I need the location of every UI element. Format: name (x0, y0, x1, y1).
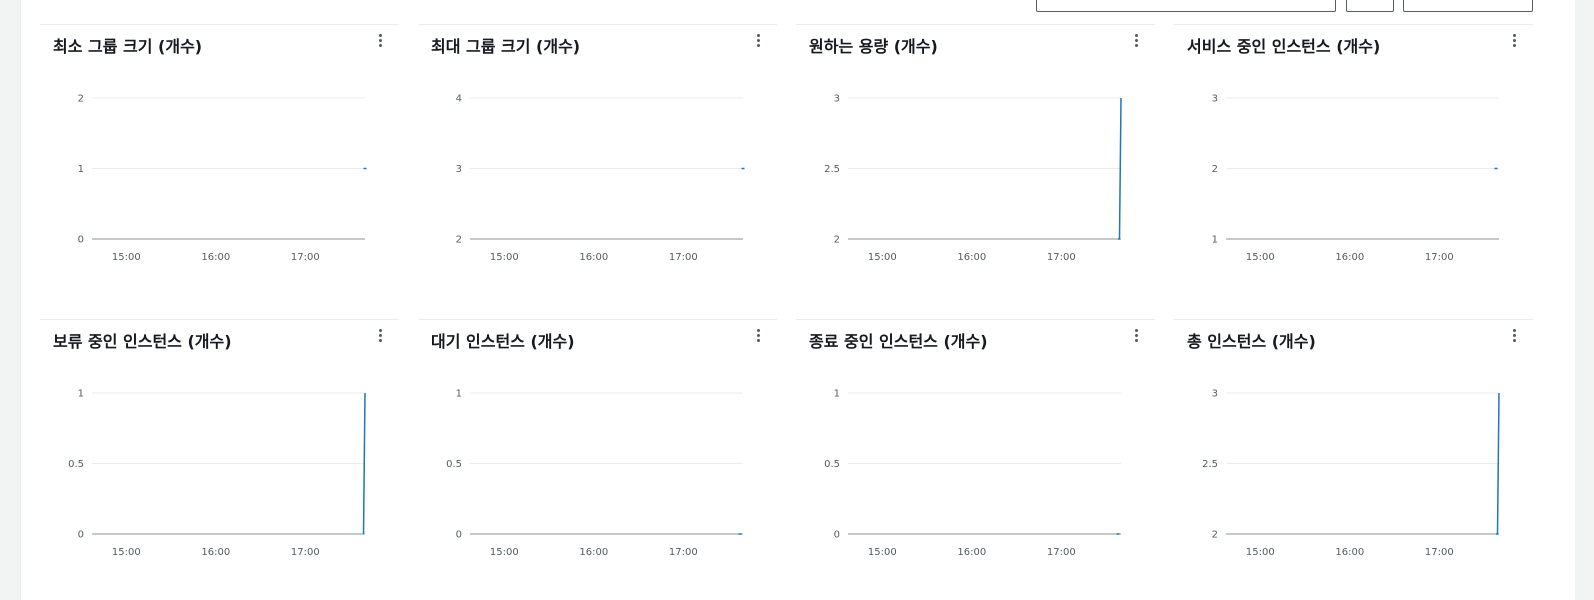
chart-plot: 3 2.5 2 15:00 16:00 17:00 (824, 94, 1122, 263)
chart-plot: 3 2 1 15:00 16:00 17:00 (1212, 94, 1499, 263)
y-tick-label: 2.5 (824, 164, 840, 175)
y-tick-label: 0 (456, 530, 462, 541)
y-tick-label: 2 (1212, 164, 1218, 175)
chart-title: 종료 중인 인스턴스 (개수) (809, 332, 988, 351)
x-tick-label: 17:00 (1047, 547, 1076, 558)
y-tick-label: 1 (78, 389, 84, 400)
chart-card: 총 인스턴스 (개수) 3 2.5 2 15:00 16:00 17:00 (1174, 319, 1533, 600)
more-options-icon[interactable] (1133, 33, 1141, 49)
chart-title: 최대 그룹 크기 (개수) (431, 37, 581, 56)
y-tick-label: 2 (78, 94, 84, 105)
chart-plot: 2 1 0 15:00 16:00 17:00 (78, 94, 367, 263)
chart-title: 원하는 용량 (개수) (809, 37, 938, 56)
x-tick-label: 17:00 (669, 547, 698, 558)
chart-card: 종료 중인 인스턴스 (개수) 1 0.5 0 15:00 16:00 17:00 (796, 319, 1155, 600)
y-tick-label: 3 (834, 94, 840, 105)
x-tick-label: 17:00 (291, 252, 320, 263)
y-tick-label: 1 (456, 389, 462, 400)
chart-card: 최소 그룹 크기 (개수) 2 1 0 15:00 16:00 17:00 (40, 24, 399, 305)
x-tick-label: 17:00 (1425, 252, 1454, 263)
y-tick-label: 2.5 (1202, 459, 1218, 470)
more-options-icon[interactable] (377, 33, 385, 49)
x-tick-label: 15:00 (868, 547, 897, 558)
chart-title: 최소 그룹 크기 (개수) (53, 37, 203, 56)
y-tick-label: 4 (456, 94, 462, 105)
chart-plot: 1 0.5 0 15:00 16:00 17:00 (68, 389, 366, 558)
x-tick-label: 16:00 (579, 547, 608, 558)
x-tick-label: 15:00 (112, 547, 141, 558)
x-tick-label: 15:00 (868, 252, 897, 263)
x-tick-label: 16:00 (201, 547, 230, 558)
time-range-selector[interactable] (1036, 0, 1336, 12)
chart-card: 최대 그룹 크기 (개수) 4 3 2 15:00 16:00 17:00 (418, 24, 777, 305)
y-tick-label: 0.5 (824, 459, 840, 470)
chart-title: 서비스 중인 인스턴스 (개수) (1187, 37, 1381, 56)
y-tick-label: 2 (834, 235, 840, 246)
chart-plot: 4 3 2 15:00 16:00 17:00 (456, 94, 745, 263)
y-tick-label: 0.5 (446, 459, 462, 470)
x-tick-label: 16:00 (1335, 547, 1364, 558)
x-tick-label: 15:00 (490, 252, 519, 263)
chart-card: 대기 인스턴스 (개수) 1 0.5 0 15:00 16:00 17:00 (418, 319, 777, 600)
chart-plot: 1 0.5 0 15:00 16:00 17:00 (824, 389, 1121, 558)
y-tick-label: 0 (834, 530, 840, 541)
y-tick-label: 3 (1212, 389, 1218, 400)
y-tick-label: 1 (834, 389, 840, 400)
y-tick-label: 1 (78, 164, 84, 175)
y-tick-label: 0.5 (68, 459, 84, 470)
chart-card: 서비스 중인 인스턴스 (개수) 3 2 1 15:00 16:00 17:00 (1174, 24, 1533, 305)
refresh-button[interactable] (1346, 0, 1394, 12)
more-options-icon[interactable] (1133, 328, 1141, 344)
x-tick-label: 15:00 (490, 547, 519, 558)
chart-title: 보류 중인 인스턴스 (개수) (53, 332, 232, 351)
y-tick-label: 0 (78, 235, 84, 246)
chart-title: 총 인스턴스 (개수) (1187, 332, 1316, 351)
x-tick-label: 16:00 (957, 252, 986, 263)
x-tick-label: 17:00 (291, 547, 320, 558)
series-line (362, 392, 366, 535)
x-tick-label: 17:00 (1425, 547, 1454, 558)
x-tick-label: 17:00 (1047, 252, 1076, 263)
more-options-icon[interactable] (1511, 33, 1519, 49)
x-tick-label: 16:00 (1335, 252, 1364, 263)
x-tick-label: 16:00 (579, 252, 608, 263)
y-tick-label: 2 (456, 235, 462, 246)
y-tick-label: 3 (456, 164, 462, 175)
x-tick-label: 15:00 (1246, 252, 1275, 263)
x-tick-label: 16:00 (957, 547, 986, 558)
chart-plot: 3 2.5 2 15:00 16:00 17:00 (1202, 389, 1500, 558)
series-line (1496, 392, 1500, 535)
y-tick-label: 2 (1212, 530, 1218, 541)
chart-title: 대기 인스턴스 (개수) (431, 332, 575, 351)
more-options-icon[interactable] (377, 328, 385, 344)
chart-plot: 1 0.5 0 15:00 16:00 17:00 (446, 389, 743, 558)
x-tick-label: 15:00 (112, 252, 141, 263)
x-tick-label: 17:00 (669, 252, 698, 263)
x-tick-label: 15:00 (1246, 547, 1275, 558)
series-line (1118, 97, 1122, 240)
more-options-icon[interactable] (755, 33, 763, 49)
chart-card: 원하는 용량 (개수) 3 2.5 2 15:00 16:00 17:00 (796, 24, 1155, 305)
add-to-dashboard-button[interactable] (1403, 0, 1533, 12)
more-options-icon[interactable] (1511, 328, 1519, 344)
y-tick-label: 0 (78, 530, 84, 541)
x-tick-label: 16:00 (201, 252, 230, 263)
y-tick-label: 1 (1212, 235, 1218, 246)
more-options-icon[interactable] (755, 328, 763, 344)
y-tick-label: 3 (1212, 94, 1218, 105)
chart-card: 보류 중인 인스턴스 (개수) 1 0.5 0 15:00 16:00 17:00 (40, 319, 399, 600)
